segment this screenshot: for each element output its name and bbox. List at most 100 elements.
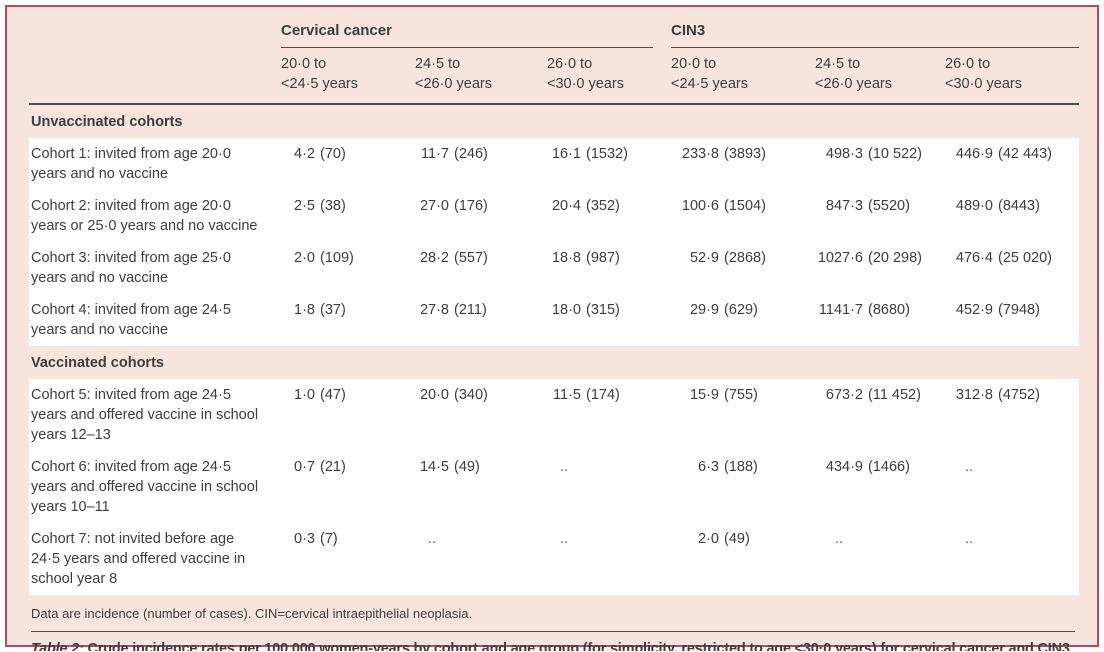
case-count: (315) <box>586 302 620 318</box>
value-cell: 446·9 (42 443) <box>945 138 1079 190</box>
value-cell: .. <box>547 451 671 523</box>
age-range-line2: <30·0 years <box>547 76 624 92</box>
case-count: (2868) <box>724 250 766 266</box>
group-header-label: CIN3 <box>671 22 706 39</box>
case-count: (37) <box>320 302 346 318</box>
case-count: (49) <box>724 531 750 547</box>
no-data-dots: .. <box>964 459 974 475</box>
case-count: (176) <box>454 198 488 214</box>
value-cell: 15·9 (755) <box>671 379 815 451</box>
value-cell: 27·8 (211) <box>415 294 547 346</box>
value-cell: 0·7 (21) <box>281 451 415 523</box>
value-cell: 18·8 (987) <box>547 242 671 294</box>
table-frame: Cervical cancer CIN3 20·0 to <24·5 years… <box>5 5 1099 651</box>
value-cell: 489·0 (8443) <box>945 190 1079 242</box>
value-cell: 0·3 (7) <box>281 523 415 595</box>
incidence-value: 6·3 <box>698 459 719 475</box>
header-rule <box>29 103 1079 105</box>
value-cell: 11·7 (246) <box>415 138 547 190</box>
incidence-value: 20·4 <box>551 198 581 214</box>
value-cell: .. <box>547 523 671 595</box>
incidence-value: 100·6 <box>681 198 719 214</box>
no-data-dots: .. <box>559 459 569 475</box>
age-range-line2: <24·5 years <box>671 76 748 92</box>
case-count: (38) <box>320 198 346 214</box>
case-count: (10 522) <box>868 146 923 162</box>
incidence-value: 847·3 <box>825 198 863 214</box>
incidence-value: 2·0 <box>698 531 719 547</box>
incidence-value: 2·5 <box>294 198 315 214</box>
no-data-dots: .. <box>834 531 844 547</box>
value-cell: 673·2 (11 452) <box>815 379 945 451</box>
incidence-value: 1·0 <box>294 387 315 403</box>
incidence-value: 20·0 <box>419 387 449 403</box>
no-data-dots: .. <box>427 531 437 547</box>
value-cell: 6·3 (188) <box>671 451 815 523</box>
age-column-header: 20·0 to <24·5 years <box>281 48 415 103</box>
incidence-value: 4·2 <box>294 146 315 162</box>
case-count: (352) <box>586 198 620 214</box>
value-cell: 14·5 (49) <box>415 451 547 523</box>
incidence-value: 446·9 <box>955 146 993 162</box>
value-cell: 100·6 (1504) <box>671 190 815 242</box>
case-count: (20 298) <box>868 250 923 266</box>
case-count: (49) <box>454 459 480 475</box>
value-cell: 20·0 (340) <box>415 379 547 451</box>
cohort-label: Cohort 3: invited from age 25·0 years an… <box>29 242 281 294</box>
case-count: (755) <box>724 387 758 403</box>
age-range-line1: 20·0 to <box>281 56 327 72</box>
value-cell: 1027·6 (20 298) <box>815 242 945 294</box>
case-count: (8680) <box>868 302 910 318</box>
caption-label: Table 2: <box>31 641 84 651</box>
incidence-value: 1·8 <box>294 302 315 318</box>
group-header-cervical-cancer: Cervical cancer <box>281 13 653 48</box>
age-range-line1: 26·0 to <box>547 56 593 72</box>
cohort-label: Cohort 1: invited from age 20·0 years an… <box>29 138 281 190</box>
incidence-value: 673·2 <box>825 387 863 403</box>
incidence-value: 452·9 <box>955 302 993 318</box>
value-cell: 18·0 (315) <box>547 294 671 346</box>
table-grid: Cervical cancer CIN3 20·0 to <24·5 years… <box>29 13 1079 595</box>
cohort-label: Cohort 4: invited from age 24·5 years an… <box>29 294 281 346</box>
case-count: (70) <box>320 146 346 162</box>
value-cell: 20·4 (352) <box>547 190 671 242</box>
case-count: (3893) <box>724 146 766 162</box>
case-count: (246) <box>454 146 488 162</box>
age-column-header: 24·5 to <26·0 years <box>415 48 547 103</box>
case-count: (21) <box>320 459 346 475</box>
value-cell: 452·9 (7948) <box>945 294 1079 346</box>
no-data-dots: .. <box>559 531 569 547</box>
value-cell: 1141·7 (8680) <box>815 294 945 346</box>
case-count: (8443) <box>998 198 1040 214</box>
value-cell: 847·3 (5520) <box>815 190 945 242</box>
case-count: (1466) <box>868 459 910 475</box>
no-data-dots: .. <box>964 531 974 547</box>
case-count: (1532) <box>586 146 628 162</box>
section-header-row: Vaccinated cohorts <box>29 346 1079 379</box>
age-range-line1: 24·5 to <box>415 56 461 72</box>
cohort-label: Cohort 2: invited from age 20·0 years or… <box>29 190 281 242</box>
incidence-value: 489·0 <box>955 198 993 214</box>
incidence-value: 312·8 <box>955 387 993 403</box>
age-range-line1: 26·0 to <box>945 56 991 72</box>
case-count: (629) <box>724 302 758 318</box>
incidence-value: 1027·6 <box>817 250 863 266</box>
incidence-value: 476·4 <box>955 250 993 266</box>
incidence-value: 29·9 <box>689 302 719 318</box>
incidence-value: 27·8 <box>419 302 449 318</box>
value-cell: .. <box>415 523 547 595</box>
case-count: (987) <box>586 250 620 266</box>
value-cell: 498·3 (10 522) <box>815 138 945 190</box>
age-range-line2: <24·5 years <box>281 76 358 92</box>
incidence-value: 0·7 <box>294 459 315 475</box>
value-cell: 233·8 (3893) <box>671 138 815 190</box>
case-count: (4752) <box>998 387 1040 403</box>
table-caption: Table 2: Crude incidence rates per 100 0… <box>29 632 1077 651</box>
value-cell: 1·8 (37) <box>281 294 415 346</box>
value-cell: 1·0 (47) <box>281 379 415 451</box>
cohort-label: Cohort 5: invited from age 24·5 years an… <box>29 379 281 451</box>
case-count: (109) <box>320 250 354 266</box>
value-cell: 29·9 (629) <box>671 294 815 346</box>
case-count: (25 020) <box>998 250 1053 266</box>
value-cell: 2·5 (38) <box>281 190 415 242</box>
